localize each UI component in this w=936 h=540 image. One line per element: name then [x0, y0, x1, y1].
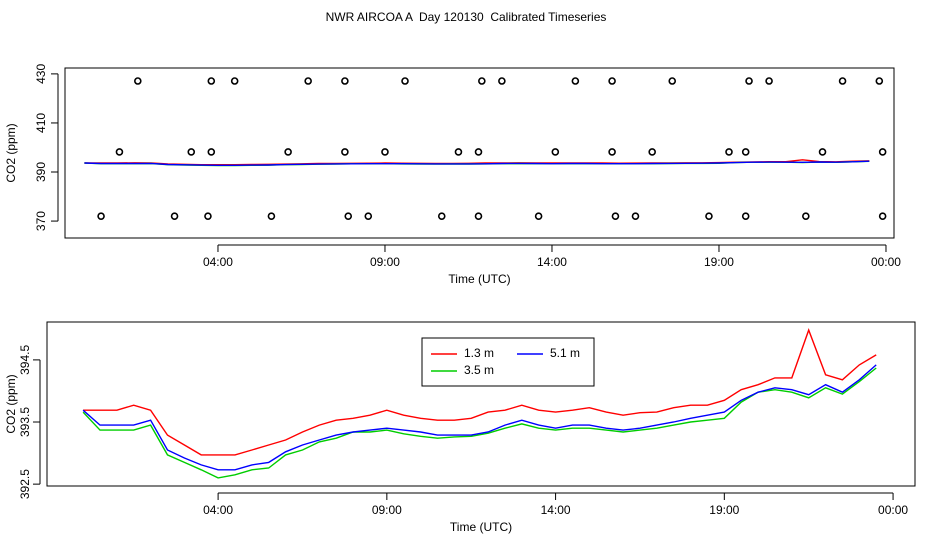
x-tick-label: 09:00 — [370, 255, 400, 269]
marker — [474, 212, 483, 220]
marker — [341, 148, 349, 156]
marker — [454, 148, 463, 156]
marker — [741, 148, 750, 156]
marker — [207, 77, 216, 85]
x-tick-label: 19:00 — [709, 503, 739, 517]
x-tick-label: 00:00 — [871, 255, 901, 269]
marker — [648, 148, 656, 156]
legend-label: 1.3 m — [464, 346, 494, 360]
marker — [534, 212, 543, 220]
panel: 04:00 09:00 14:00 19:00 00:00 Time (UTC) 370 39… — [4, 64, 901, 287]
marker — [364, 212, 373, 220]
y-tick-label: 392.5 — [18, 469, 32, 499]
marker — [705, 212, 713, 220]
x-tick-label: 14:00 — [537, 255, 567, 269]
y-tick-label: 393.5 — [18, 407, 32, 437]
marker — [97, 212, 105, 220]
legend-box — [421, 337, 595, 387]
series-line — [84, 160, 870, 167]
marker — [875, 77, 884, 85]
marker — [818, 148, 827, 156]
marker — [745, 77, 753, 85]
marker — [437, 212, 446, 220]
y-tick-label: 370 — [34, 211, 48, 231]
y-tick-label: 410 — [34, 113, 48, 133]
marker — [304, 77, 312, 85]
x-axis-label: Time (UTC) — [450, 520, 512, 534]
plot-frame — [46, 321, 916, 487]
x-tick-label: 09:00 — [372, 503, 402, 517]
y-axis-label: CO2 (ppm) — [4, 123, 18, 182]
marker — [608, 77, 616, 85]
y-tick-label: 390 — [34, 162, 48, 182]
y-axis-label: CO2 (ppm) — [4, 374, 18, 433]
x-axis-label: Time (UTC) — [448, 272, 510, 286]
marker — [381, 148, 389, 156]
marker — [498, 77, 506, 85]
x-tick-label: 04:00 — [203, 503, 233, 517]
marker — [631, 212, 640, 220]
marker — [802, 212, 810, 220]
marker — [478, 77, 486, 85]
marker — [571, 77, 580, 85]
marker — [134, 77, 142, 85]
marker — [878, 212, 887, 220]
marker — [765, 77, 773, 85]
panel: 04:00 09:00 14:00 19:00 00:00 Time (UTC) 392.5… — [4, 321, 916, 534]
x-tick-label: 14:00 — [541, 503, 571, 517]
x-tick-label: 00:00 — [878, 503, 908, 517]
marker — [401, 77, 409, 85]
y-tick-label: 394.5 — [18, 345, 32, 375]
x-tick-label: 19:00 — [704, 255, 734, 269]
marker — [187, 148, 196, 156]
marker — [725, 148, 733, 156]
marker — [204, 212, 212, 220]
marker — [170, 212, 179, 220]
x-tick-label: 04:00 — [203, 255, 233, 269]
marker — [741, 212, 750, 220]
legend-label: 3.5 m — [464, 363, 494, 377]
legend-label: 5.1 m — [550, 346, 580, 360]
marker — [551, 148, 560, 156]
marker — [608, 148, 616, 156]
y-tick-label: 430 — [34, 64, 48, 84]
series-line — [82, 367, 877, 479]
marker — [115, 148, 124, 156]
plot-frame — [64, 67, 895, 239]
marker — [611, 212, 620, 220]
marker — [267, 212, 276, 220]
marker — [230, 77, 239, 85]
series-line — [82, 364, 877, 471]
marker — [878, 148, 887, 156]
series-line — [83, 328, 877, 456]
marker — [474, 148, 483, 156]
marker — [838, 77, 847, 85]
marker — [668, 77, 677, 85]
marker — [344, 212, 353, 220]
marker — [341, 77, 349, 85]
marker — [284, 148, 292, 156]
figure-title: NWR AIRCOA A Day 120130 Calibrated Times… — [326, 10, 607, 24]
marker — [207, 148, 216, 156]
